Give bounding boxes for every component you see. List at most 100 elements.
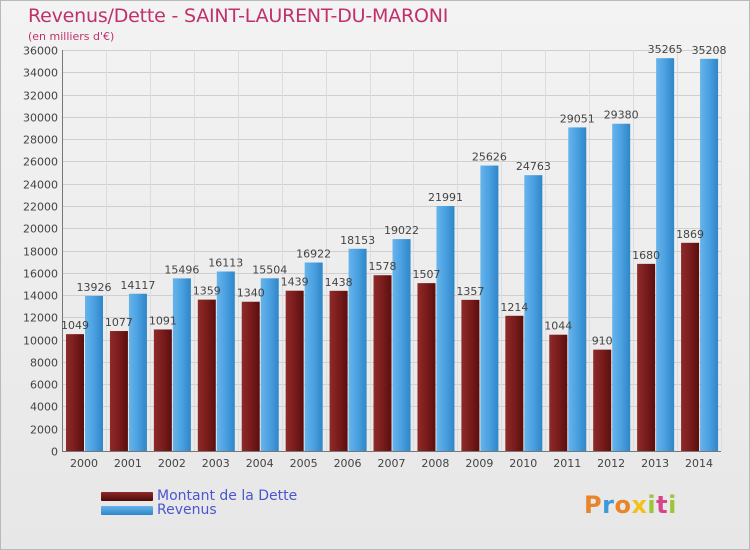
y-tick-label: 14000 — [23, 290, 58, 303]
y-tick-label: 34000 — [23, 67, 58, 80]
x-tick-label: 2005 — [290, 457, 318, 470]
y-tick-label: 18000 — [23, 246, 58, 259]
bar-dette — [549, 334, 568, 451]
bar-revenus — [304, 262, 323, 451]
bar-revenus — [568, 127, 587, 451]
y-tick-label: 20000 — [23, 223, 58, 236]
bar-dette — [505, 315, 524, 451]
proxiti-logo: Proxiti — [584, 491, 677, 519]
bars — [66, 58, 719, 452]
x-tick-label: 2013 — [641, 457, 669, 470]
data-label-revenus: 15496 — [164, 263, 199, 276]
legend-label-revenus: Revenus — [157, 502, 217, 518]
data-label-revenus: 21991 — [428, 191, 463, 204]
legend-swatch-dette — [101, 491, 153, 501]
bar-dette — [285, 290, 304, 451]
y-tick-label: 12000 — [23, 312, 58, 325]
x-tick-label: 2012 — [597, 457, 625, 470]
bar-revenus — [612, 123, 631, 451]
data-label-revenus: 35208 — [692, 44, 727, 57]
x-tick-label: 2009 — [465, 457, 493, 470]
bar-revenus — [436, 206, 455, 451]
data-label-revenus: 35265 — [648, 43, 683, 56]
bar-revenus — [480, 165, 499, 451]
data-label-revenus: 16922 — [296, 248, 331, 261]
bar-revenus — [260, 278, 279, 451]
bar-dette — [461, 299, 480, 451]
chart-title: Revenus/Dette - SAINT-LAURENT-DU-MARONI — [28, 5, 449, 27]
bar-revenus — [524, 175, 543, 451]
bar-revenus — [216, 271, 235, 451]
data-label-dette: 1578 — [369, 260, 397, 273]
bar-dette — [373, 275, 392, 451]
y-tick-label: 36000 — [23, 45, 58, 58]
bar-dette — [417, 283, 436, 451]
x-tick-label: 2000 — [70, 457, 98, 470]
y-tick-label: 30000 — [23, 112, 58, 125]
legend-label-dette: Montant de la Dette — [157, 488, 298, 504]
x-tick-label: 2001 — [114, 457, 142, 470]
data-label-revenus: 15504 — [252, 263, 287, 276]
data-label-dette: 1214 — [500, 301, 528, 314]
data-label-revenus: 14117 — [120, 279, 155, 292]
data-label-dette: 1680 — [632, 249, 660, 262]
data-label-dette: 1507 — [412, 268, 440, 281]
x-tick-label: 2006 — [334, 457, 362, 470]
y-tick-label: 6000 — [30, 379, 58, 392]
bar-revenus — [172, 278, 191, 451]
bar-dette — [329, 290, 348, 451]
data-label-revenus: 25626 — [472, 151, 507, 164]
data-label-dette: 1869 — [676, 228, 704, 241]
bar-dette — [681, 242, 700, 451]
data-label-revenus: 29051 — [560, 112, 595, 125]
bar-revenus — [392, 239, 411, 451]
legend-swatch-revenus — [101, 505, 153, 515]
data-label-dette: 1340 — [237, 287, 265, 300]
bar-dette — [241, 301, 260, 451]
y-tick-label: 16000 — [23, 268, 58, 281]
axes: 0 2000 4000 6000 8000 10000 12000 14000 16000 180… — [23, 45, 721, 470]
bar-dette — [153, 329, 172, 451]
data-label-revenus: 16113 — [208, 257, 243, 270]
data-label-dette: 1438 — [325, 276, 353, 289]
data-label-revenus: 18153 — [340, 234, 375, 247]
y-tick-label: 0 — [51, 446, 58, 459]
data-label-revenus: 29380 — [604, 109, 639, 122]
x-tick-label: 2003 — [202, 457, 230, 470]
bar-revenus — [700, 58, 719, 452]
data-label-dette: 910 — [592, 335, 613, 348]
data-label-revenus: 13926 — [77, 281, 112, 294]
x-tick-label: 2004 — [246, 457, 274, 470]
bar-revenus — [128, 293, 147, 451]
data-label-dette: 1044 — [544, 320, 572, 333]
bar-revenus — [85, 295, 103, 451]
data-label-dette: 1091 — [149, 314, 177, 327]
chart-subtitle: (en milliers d'€) — [28, 30, 115, 43]
x-tick-label: 2010 — [509, 457, 537, 470]
x-tick-label: 2002 — [158, 457, 186, 470]
bar-dette — [593, 349, 612, 451]
data-label-revenus: 19022 — [384, 224, 419, 237]
y-tick-label: 28000 — [23, 134, 58, 147]
y-tick-label: 2000 — [30, 424, 58, 437]
legend-item-dette: Montant de la Dette — [101, 488, 298, 504]
data-label-dette: 1439 — [281, 276, 309, 289]
data-label-dette: 1049 — [61, 319, 89, 332]
x-tick-label: 2011 — [553, 457, 581, 470]
bar-dette — [109, 331, 128, 451]
data-labels: 1049 13926 1077 14117 1091 15496 1359 16113 1340… — [61, 43, 727, 347]
x-tick-label: 2014 — [685, 457, 713, 470]
bar-revenus — [348, 248, 367, 451]
data-label-revenus: 24763 — [516, 160, 551, 173]
bar-revenus — [656, 58, 675, 452]
y-tick-label: 22000 — [23, 201, 58, 214]
x-tick-label: 2007 — [378, 457, 406, 470]
y-tick-label: 10000 — [23, 335, 58, 348]
y-tick-label: 32000 — [23, 90, 58, 103]
bar-dette — [197, 299, 216, 451]
data-label-dette: 1077 — [105, 316, 133, 329]
data-label-dette: 1357 — [456, 285, 484, 298]
y-tick-label: 24000 — [23, 179, 58, 192]
